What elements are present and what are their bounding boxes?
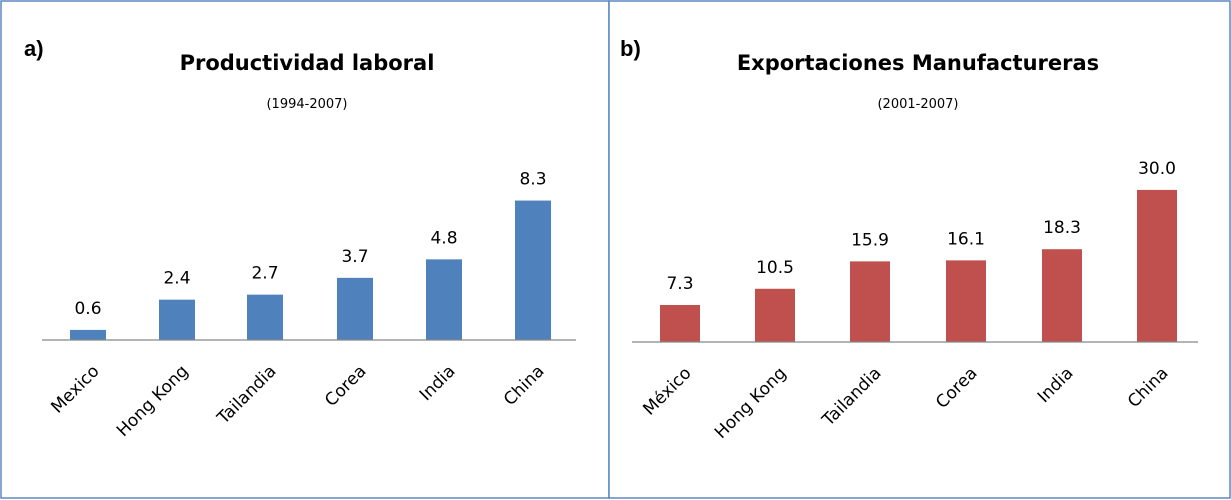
bar-b-5 [1137, 189, 1177, 342]
data-label-b-2: 15.9 [851, 230, 889, 250]
bar-b-0 [660, 304, 700, 342]
bar-b-4 [1042, 249, 1082, 342]
chart-panel-b: b) Exportaciones Manufactureras (2001-20… [608, 0, 1231, 499]
data-label-a-5: 8.3 [519, 170, 546, 190]
data-label-group-b: 7.3 10.5 15.9 16.1 18.3 30.0 [666, 159, 1175, 294]
data-label-a-0: 0.6 [74, 299, 101, 319]
bar-b-3 [946, 260, 986, 342]
bar-a-1 [159, 299, 195, 340]
bar-a-5 [515, 200, 551, 340]
panel-frame-a [0, 0, 610, 499]
data-label-b-4: 18.3 [1043, 218, 1081, 238]
bar-group-b [660, 189, 1177, 342]
data-label-a-4: 4.8 [430, 228, 457, 248]
bar-a-4 [426, 259, 462, 340]
data-label-b-3: 16.1 [947, 229, 985, 249]
panel-letter-a: a) [24, 36, 44, 61]
panel-letter-b: b) [620, 36, 641, 61]
bar-a-0 [70, 329, 106, 340]
panel-frame-b [608, 0, 1231, 499]
chart-panel-a: a) Productividad laboral (1994-2007) 0.6… [0, 0, 610, 499]
chart-subtitle-b: (2001-2007) [877, 97, 958, 112]
data-label-a-3: 3.7 [341, 247, 368, 267]
bar-a-2 [247, 294, 283, 340]
bar-b-1 [755, 288, 795, 342]
chart-subtitle-a: (1994-2007) [266, 97, 347, 112]
data-label-b-5: 30.0 [1138, 159, 1176, 179]
data-label-a-2: 2.7 [251, 264, 278, 284]
bar-group-a [70, 200, 551, 340]
chart-title-b: Exportaciones Manufactureras [737, 51, 1099, 75]
data-label-b-1: 10.5 [756, 258, 794, 278]
data-label-group-a: 0.6 2.4 2.7 3.7 4.8 8.3 [74, 170, 546, 319]
bar-b-2 [850, 261, 890, 342]
data-label-a-1: 2.4 [163, 269, 190, 289]
data-label-b-0: 7.3 [666, 274, 693, 294]
chart-title-a: Productividad laboral [180, 51, 435, 75]
bar-a-3 [337, 277, 373, 340]
